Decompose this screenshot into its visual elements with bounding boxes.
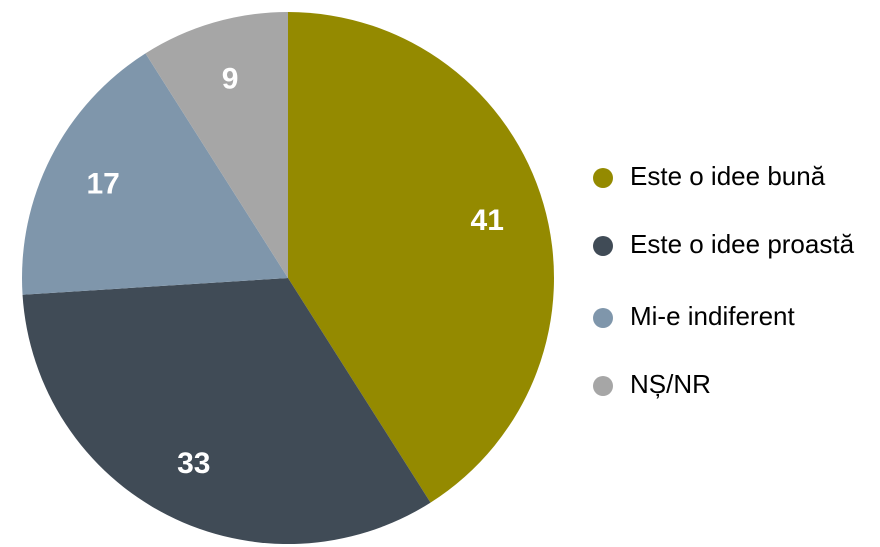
data-label: 33 [177, 447, 210, 480]
pie-slice [22, 278, 431, 544]
data-label: 17 [86, 168, 119, 201]
legend-label: Este o idee proastă [630, 229, 855, 259]
legend-label: NȘ/NR [630, 369, 711, 399]
data-label: 9 [222, 63, 239, 96]
data-label: 41 [471, 204, 504, 237]
legend-swatch [593, 308, 613, 328]
pie-slice [21, 53, 288, 295]
pie-slice [288, 12, 554, 503]
pie-slice [145, 12, 288, 278]
legend-swatch [593, 376, 613, 396]
legend-swatch [593, 168, 613, 188]
legend-swatch [593, 236, 613, 256]
legend-label: Este o idee bună [630, 161, 826, 191]
legend-label: Mi-e indiferent [630, 301, 796, 331]
